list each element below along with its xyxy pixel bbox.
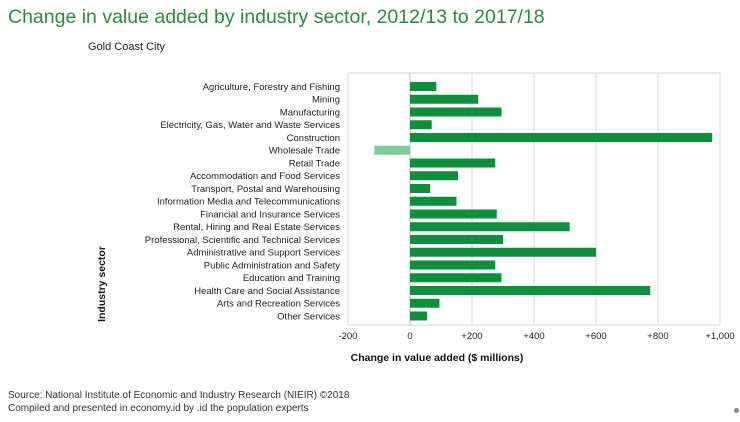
- bar: [374, 145, 410, 155]
- category-label: Public Administration and Safety: [204, 260, 340, 271]
- category-label: Wholesale Trade: [269, 146, 340, 157]
- category-label: Rental, Hiring and Real Estate Services: [173, 222, 340, 233]
- x-axis-label: Change in value added ($ millions): [351, 352, 524, 364]
- category-label: Financial and Insurance Services: [200, 209, 340, 220]
- chart-title: Change in value added by industry sector…: [8, 6, 545, 28]
- bar: [410, 184, 431, 193]
- bar: [410, 120, 432, 130]
- bar: [410, 107, 502, 117]
- category-label: Administrative and Support Services: [187, 248, 340, 259]
- x-tick-label: +200: [461, 331, 482, 342]
- category-label: Electricity, Gas, Water and Waste Servic…: [160, 120, 340, 131]
- bar: [410, 94, 479, 104]
- category-label: Mining: [312, 95, 340, 106]
- bar: [410, 133, 713, 142]
- bar: [410, 260, 496, 270]
- source-note: Source: National Institute of Economic a…: [8, 390, 350, 401]
- x-tick-label: -200: [338, 331, 357, 342]
- category-label: Other Services: [277, 311, 340, 322]
- category-label: Retail Trade: [289, 158, 340, 169]
- x-tick-label: +1,000: [705, 331, 734, 342]
- bar: [410, 171, 459, 181]
- category-label: Manufacturing: [280, 107, 340, 118]
- category-label: Agriculture, Forestry and Fishing: [203, 82, 340, 93]
- category-label: Accommodation and Food Services: [190, 171, 340, 182]
- status-dot: [734, 408, 739, 413]
- bar-chart: Agriculture, Forestry and Fishing MiningM…: [96, 72, 735, 364]
- bar: [410, 82, 437, 91]
- category-label: Professional, Scientific and Technical S…: [145, 235, 340, 246]
- x-tick-label: +400: [523, 331, 544, 342]
- bar: [410, 235, 503, 244]
- category-label: Information Media and Telecommunications: [157, 197, 340, 208]
- category-label: Education and Training: [243, 273, 340, 284]
- x-tick-label: +800: [647, 331, 668, 342]
- bar: [410, 209, 497, 219]
- bar: [410, 158, 496, 168]
- bar: [410, 247, 596, 257]
- category-label: Arts and Recreation Services: [217, 299, 340, 310]
- chart-subtitle: Gold Coast City: [88, 41, 166, 53]
- bar: [410, 273, 502, 283]
- bar: [410, 222, 570, 232]
- category-label: Health Care and Social Assistance: [194, 286, 340, 297]
- compiled-note: Compiled and presented in economy.id by …: [8, 403, 309, 414]
- bar: [410, 311, 428, 321]
- y-axis-label: Industry sector: [96, 246, 108, 322]
- bar: [410, 286, 651, 295]
- bar: [410, 298, 440, 308]
- x-tick-label: +600: [585, 331, 606, 342]
- category-label: Construction: [287, 133, 340, 144]
- category-label: Transport, Postal and Warehousing: [191, 184, 340, 195]
- bar: [410, 196, 457, 206]
- x-tick-label: 0: [407, 331, 412, 342]
